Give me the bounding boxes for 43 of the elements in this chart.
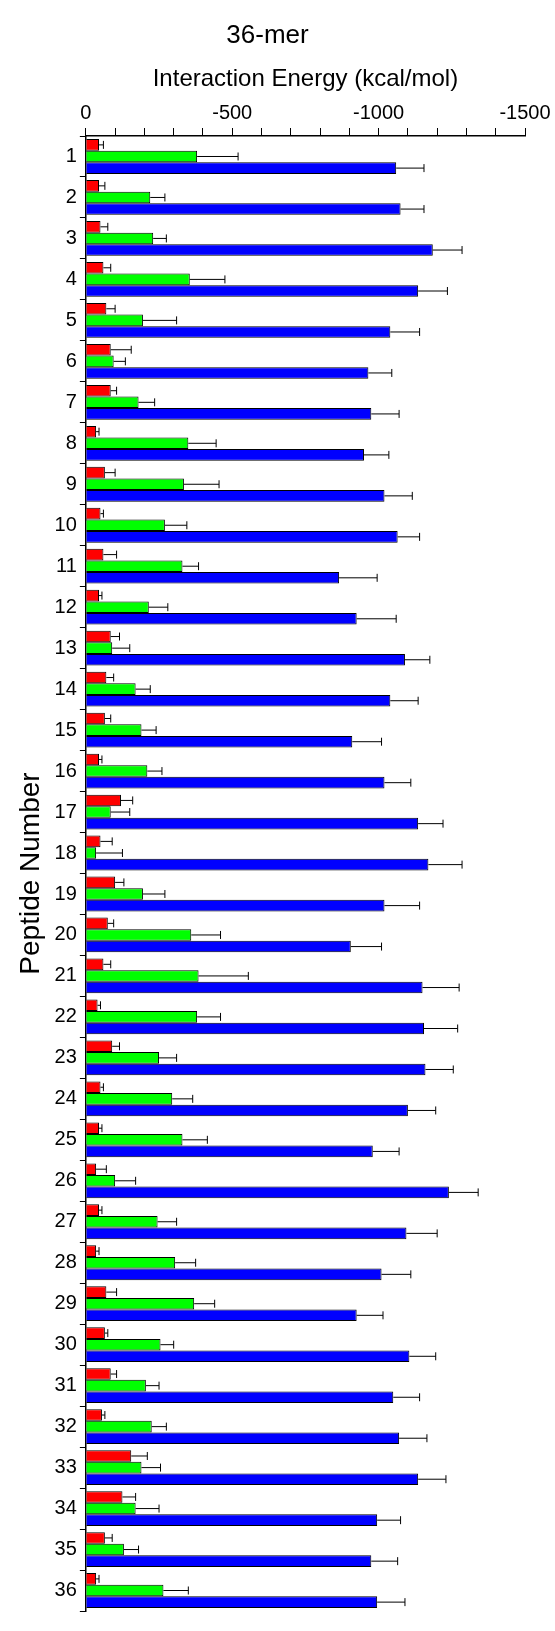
y-tick-label: 34 — [54, 1496, 77, 1519]
y-axis-title: Peptide Number — [13, 772, 45, 975]
x-tick-label: -1000 — [353, 100, 405, 123]
y-tick-label: 22 — [54, 1004, 77, 1027]
y-tick-label: 7 — [65, 389, 77, 412]
y-tick-label: 9 — [65, 471, 77, 494]
y-tick-label: 3 — [65, 225, 77, 248]
y-tick-label: 26 — [54, 1168, 77, 1191]
y-tick-label: 15 — [54, 717, 77, 740]
y-tick-label: 11 — [56, 553, 77, 576]
y-tick-label: 6 — [65, 348, 77, 371]
y-tick-label: 33 — [54, 1455, 77, 1478]
y-tick-label: 16 — [54, 758, 77, 781]
y-tick-label: 10 — [54, 512, 77, 535]
y-tick-label: 20 — [54, 922, 77, 945]
y-tick-label: 24 — [54, 1086, 77, 1109]
y-tick-label: 35 — [54, 1537, 77, 1560]
y-tick-label: 27 — [54, 1209, 77, 1232]
y-tick-label: 31 — [54, 1373, 77, 1396]
y-tick-label: 8 — [65, 430, 77, 453]
x-tick-label: -1500 — [499, 100, 551, 123]
x-axis-title: Interaction Energy (kcal/mol) — [152, 64, 459, 92]
y-tick-label: 14 — [54, 676, 77, 699]
y-tick-label: 36 — [54, 1578, 77, 1601]
x-tick-label: -500 — [212, 100, 253, 123]
y-tick-label: 1 — [65, 144, 77, 166]
y-tick-label: 28 — [54, 1250, 77, 1273]
y-tick-label: 32 — [54, 1414, 77, 1437]
x-tick-label: 0 — [80, 100, 92, 123]
y-tick-label: 12 — [54, 594, 77, 617]
y-tick-label: 2 — [65, 184, 77, 207]
y-tick-label: 4 — [65, 266, 77, 289]
y-tick-label: 17 — [54, 799, 77, 822]
y-tick-label: 18 — [54, 840, 77, 863]
y-tick-label: 21 — [54, 963, 77, 986]
y-tick-label: 23 — [54, 1045, 77, 1068]
y-tick-label: 5 — [65, 307, 77, 330]
y-tick-label: 19 — [54, 881, 77, 904]
chart-title: 36-mer — [226, 18, 310, 49]
y-tick-label: 30 — [54, 1332, 77, 1355]
y-tick-label: 13 — [54, 635, 77, 658]
y-tick-label: 25 — [54, 1127, 77, 1150]
y-tick-label: 29 — [54, 1291, 77, 1314]
